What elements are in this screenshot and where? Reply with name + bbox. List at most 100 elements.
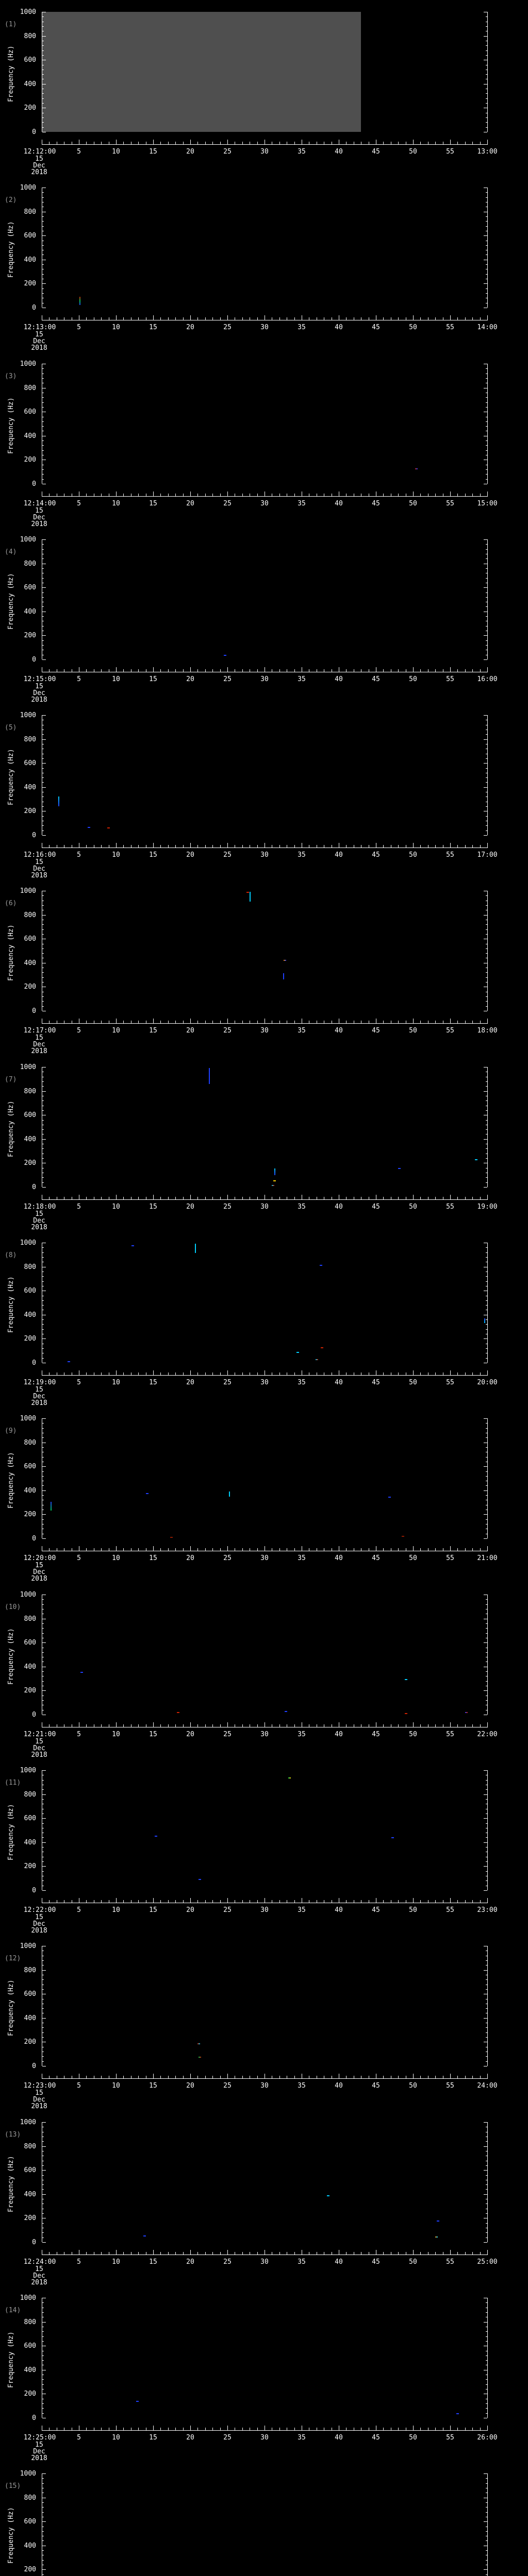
signal-event [170,1536,173,1538]
x-minor-tick [465,1372,466,1375]
spectrogram-panel: 0 200 400 600 800 1000 12:20:00 5 10 15 20 25 30 35 40… [0,1406,528,1583]
y-minor-tick [486,16,487,18]
y-minor-tick [486,1281,487,1282]
y-minor-tick [486,953,487,954]
x-minor-tick [212,142,213,144]
y-minor-tick [486,197,487,198]
x-minor-tick [294,1548,295,1551]
x-minor-tick [123,1900,124,1903]
y-minor-tick [42,796,44,798]
y-minor-tick [42,1519,44,1520]
signal-event [68,1361,71,1362]
y-minor-tick [486,1633,487,1634]
x-minor-tick [279,494,280,496]
y-minor-tick [486,2574,487,2575]
y-minor-tick [486,1861,487,1862]
x-minor-tick [168,1372,169,1375]
y-tick-label: 600 [24,584,36,592]
y-minor-tick [42,1447,44,1448]
y-tick-label: 0 [32,1711,36,1719]
spectrogram-panel: 0 200 400 600 800 1000 12:17:00 5 10 15 20 25 30 35 40… [0,879,528,1055]
y-tick-label: 0 [32,1183,36,1191]
x-tick-label: 10 [112,1906,120,1914]
x-minor-tick [123,142,124,144]
y-minor-tick [486,2061,487,2062]
x-minor-tick [257,2252,258,2255]
y-major-tick [484,2473,487,2474]
x-minor-tick [183,2076,184,2078]
y-minor-tick [42,16,44,18]
date-label: 2018 [31,168,47,176]
x-minor-tick [480,2076,481,2078]
date-label: Dec [33,1041,45,1048]
y-major-tick [42,2242,46,2243]
y-major-tick [42,1842,46,1843]
x-major-tick [116,1898,117,1903]
y-minor-tick [486,226,487,227]
y-minor-tick [42,264,44,265]
x-minor-tick [383,1900,384,1903]
y-tick-label: 1000 [20,887,36,895]
x-minor-tick [138,2428,139,2430]
y-minor-tick [42,1628,44,1629]
x-minor-tick [205,317,206,320]
x-major-tick [153,1195,154,1199]
x-major-tick [413,1546,414,1551]
x-tick-label: 5 [77,1731,81,1738]
x-minor-tick [123,1724,124,1727]
y-minor-tick [42,1604,44,1605]
x-minor-tick [205,845,206,848]
y-minor-tick [486,924,487,925]
x-tick-label: 50 [409,2434,417,2442]
x-minor-tick [465,669,466,672]
x-minor-tick [183,2252,184,2255]
x-tick-label: 25 [223,1379,232,1386]
signal-event [283,973,284,980]
x-minor-tick [212,2252,213,2255]
y-tick-label: 1000 [20,2119,36,2126]
y-axis-title: Frequency (Hz) [7,1276,15,1333]
signal-event [51,1501,52,1511]
y-minor-tick [42,1324,44,1325]
x-minor-tick [383,142,384,144]
y-minor-tick [42,645,44,646]
x-minor-tick [294,142,295,144]
x-minor-tick [175,669,176,672]
y-minor-tick [42,597,44,598]
y-tick-label: 1000 [20,8,36,16]
x-minor-tick [242,2076,243,2078]
y-minor-tick [486,544,487,545]
x-tick-label: 15 [149,851,157,859]
y-tick-label: 1000 [20,1063,36,1071]
x-minor-tick [183,2428,184,2430]
x-minor-tick [420,1724,421,1727]
signal-event [288,1777,291,1778]
y-major-tick [484,2569,487,2570]
x-tick-label: 10 [112,851,120,859]
x-minor-tick [257,317,258,320]
x-minor-tick [242,1724,243,1727]
y-minor-tick [486,2141,487,2142]
y-minor-tick [486,274,487,275]
y-minor-tick [486,777,487,778]
x-minor-tick [123,845,124,848]
x-minor-tick [257,845,258,848]
x-tick-label: 5 [77,148,81,156]
x-major-tick [413,2250,414,2255]
y-minor-tick [42,221,44,222]
y-minor-tick [42,1348,44,1349]
x-minor-tick [242,1372,243,1375]
y-minor-tick [486,1324,487,1325]
x-minor-tick [168,2428,169,2430]
x-minor-tick [472,1548,473,1551]
y-minor-tick [42,1823,44,1824]
x-minor-tick [435,1724,436,1727]
x-major-tick [487,667,488,672]
y-minor-tick [486,1437,487,1438]
y-minor-tick [42,924,44,925]
signal-event [284,1710,287,1712]
y-minor-tick [486,2408,487,2409]
x-tick-label: 40 [335,500,343,507]
x-major-tick [227,1546,228,1551]
x-tick-label: 5 [77,324,81,331]
